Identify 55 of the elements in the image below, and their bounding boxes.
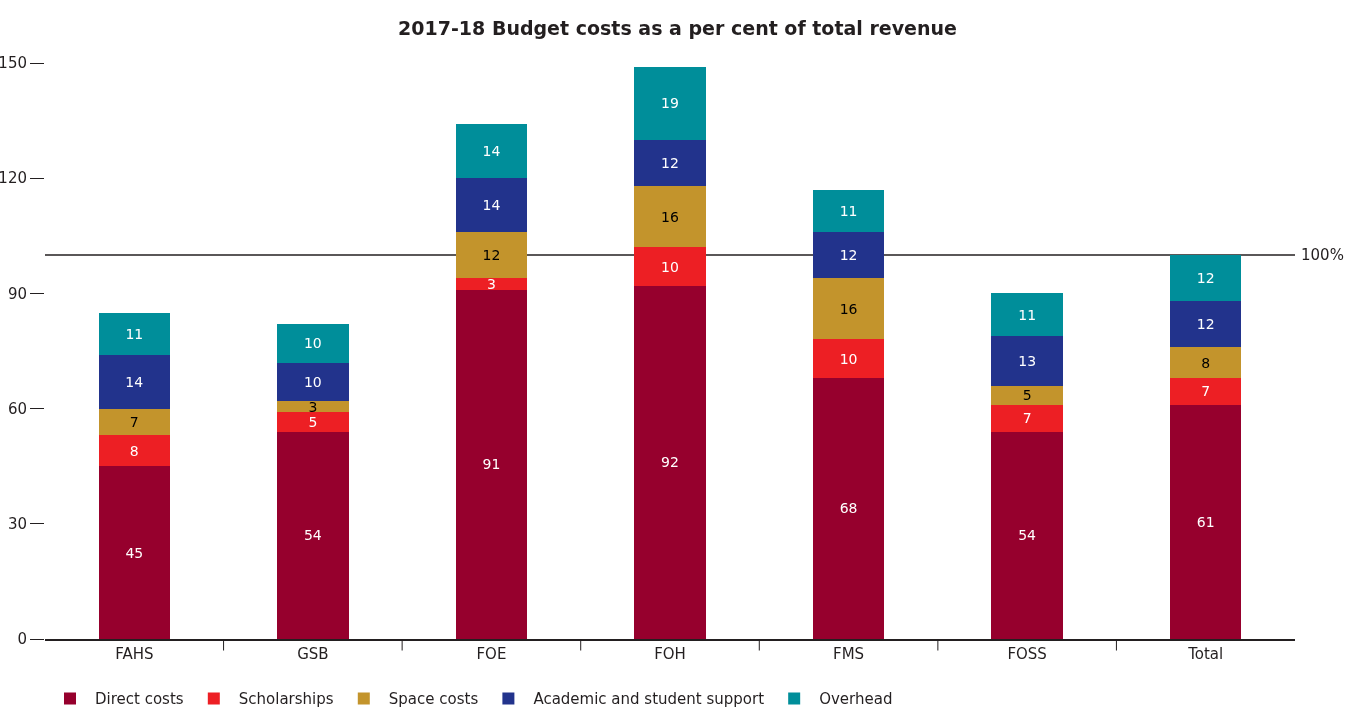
data-label: 10 xyxy=(303,335,322,352)
x-tick-label: FOE xyxy=(476,644,507,663)
legend-label: Overhead xyxy=(819,690,893,709)
chart-title: 2017-18 Budget costs as a per cent of total revenue xyxy=(398,17,957,40)
data-label: 14 xyxy=(125,373,144,390)
data-label: 10 xyxy=(839,350,858,367)
data-label: 12 xyxy=(839,247,858,263)
data-label: 7 xyxy=(1022,410,1032,427)
data-label: 5 xyxy=(308,414,318,431)
data-label: 8 xyxy=(1201,354,1211,371)
data-label: 16 xyxy=(839,300,858,317)
data-label: 10 xyxy=(303,373,322,390)
data-label: 10 xyxy=(661,258,679,275)
legend-label: Scholarships xyxy=(238,690,334,709)
x-tick-label: Total xyxy=(1187,644,1224,663)
x-tick-label: GSB xyxy=(297,644,329,663)
data-label: 92 xyxy=(661,454,679,471)
data-label: 54 xyxy=(1018,527,1037,544)
data-label: 54 xyxy=(303,527,322,544)
data-label: 7 xyxy=(1201,383,1211,400)
data-label: 3 xyxy=(308,398,318,415)
x-tick-label: FOSS xyxy=(1007,644,1047,663)
data-label: 14 xyxy=(482,197,501,214)
data-label: 11 xyxy=(125,325,144,342)
y-tick-label: 60 xyxy=(7,399,27,418)
ref-line-label: 100% xyxy=(1301,246,1344,264)
data-label: 13 xyxy=(1018,352,1037,369)
data-label: 45 xyxy=(125,544,144,561)
data-label: 7 xyxy=(129,414,139,431)
y-tick-label: 120 xyxy=(0,169,27,188)
x-tick-label: FOH xyxy=(654,644,686,663)
data-label: 61 xyxy=(1196,513,1215,530)
legend-label: Academic and student support xyxy=(533,690,765,709)
y-tick-label: 90 xyxy=(7,284,27,303)
data-label: 14 xyxy=(482,143,501,160)
legend-label: Space costs xyxy=(388,690,479,709)
x-tick-label: FAHS xyxy=(115,644,154,663)
data-label: 68 xyxy=(839,500,858,517)
data-label: 16 xyxy=(661,208,679,225)
legend-label: Direct costs xyxy=(95,690,184,709)
data-label: 19 xyxy=(661,95,679,112)
y-tick-label: 0 xyxy=(17,630,27,649)
data-label: 5 xyxy=(1022,387,1032,404)
data-label: 12 xyxy=(482,247,501,263)
y-tick-label: 30 xyxy=(7,515,27,534)
data-label: 12 xyxy=(1196,316,1215,333)
data-label: 11 xyxy=(1018,306,1037,323)
data-label: 12 xyxy=(661,154,679,171)
data-label: 3 xyxy=(486,275,496,292)
data-label: 8 xyxy=(129,442,139,459)
data-label: 11 xyxy=(839,202,858,219)
data-label: 12 xyxy=(1196,270,1215,287)
data-label: 91 xyxy=(482,456,501,473)
x-tick-label: FMS xyxy=(833,644,865,663)
y-tick-label: 150 xyxy=(0,54,27,73)
